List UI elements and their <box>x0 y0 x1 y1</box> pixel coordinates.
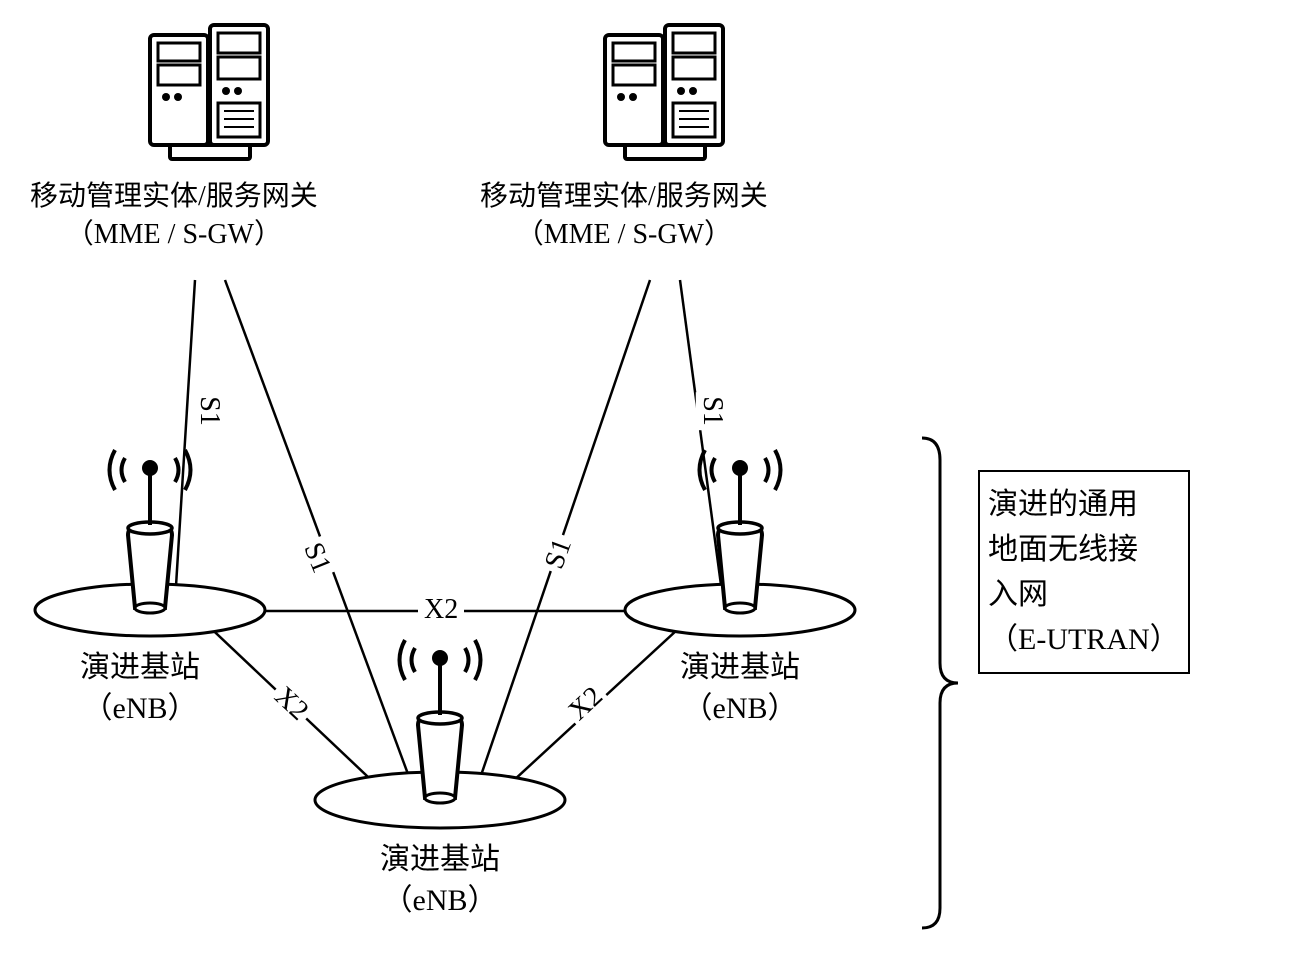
s1-label-rr: S1 <box>696 392 728 430</box>
enb-bottom-label: 演进基站 （eNB） <box>380 840 500 921</box>
mme-sgw-left-icon <box>150 25 268 159</box>
x2-label-top: X2 <box>418 594 464 626</box>
mme-right-label-line1: 移动管理实体/服务网关 <box>480 181 768 212</box>
s1-line-ll <box>175 280 195 602</box>
mme-sgw-right-icon <box>605 25 723 159</box>
legend-line2: 地面无线接 <box>988 533 1138 566</box>
enb-right-label-line1: 演进基站 <box>680 651 800 684</box>
mme-right-label: 移动管理实体/服务网关 （MME / S-GW） <box>480 178 768 254</box>
enb-bottom-label-line2: （eNB） <box>383 884 498 917</box>
mme-right-label-line2: （MME / S-GW） <box>516 219 732 250</box>
enb-right-label-line2: （eNB） <box>683 692 798 725</box>
legend-box: 演进的通用 地面无线接 入网 （E-UTRAN） <box>978 470 1190 674</box>
s1-line-rr <box>680 280 723 600</box>
legend-line4: （E-UTRAN） <box>988 623 1180 656</box>
enb-bottom-icon <box>315 640 565 828</box>
enb-left-icon <box>35 450 265 636</box>
s1-label-ll: S1 <box>193 392 225 430</box>
enb-right-icon <box>625 450 855 636</box>
mme-left-label-line1: 移动管理实体/服务网关 <box>30 181 318 212</box>
legend-line3: 入网 <box>988 578 1048 611</box>
legend-line1: 演进的通用 <box>988 488 1138 521</box>
enb-left-label-line2: （eNB） <box>83 692 198 725</box>
enb-left-label: 演进基站 （eNB） <box>80 648 200 729</box>
enb-right-label: 演进基站 （eNB） <box>680 648 800 729</box>
enb-left-label-line1: 演进基站 <box>80 651 200 684</box>
mme-left-label-line2: （MME / S-GW） <box>66 219 282 250</box>
mme-left-label: 移动管理实体/服务网关 （MME / S-GW） <box>30 178 318 254</box>
enb-bottom-label-line1: 演进基站 <box>380 843 500 876</box>
brace-icon <box>922 438 958 928</box>
